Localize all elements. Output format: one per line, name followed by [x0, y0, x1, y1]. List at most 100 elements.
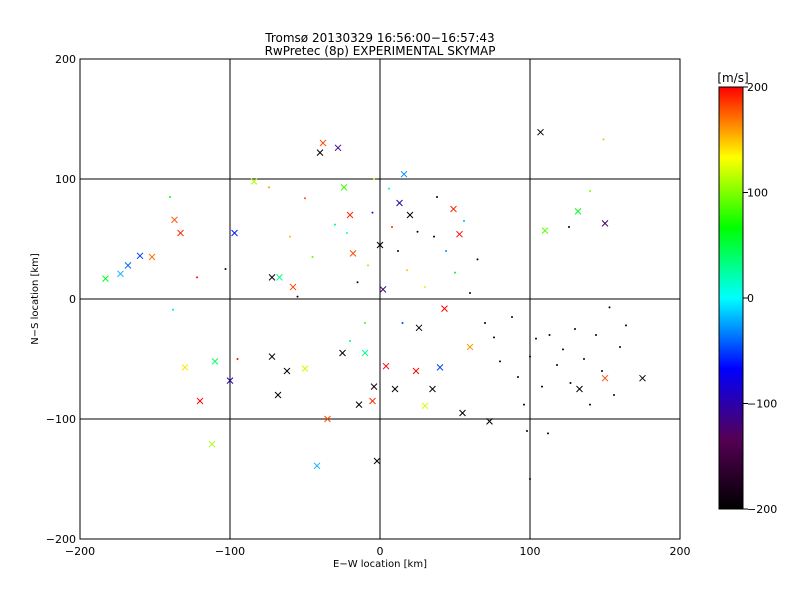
cross-stroke [250, 178, 258, 185]
cross-stroke [289, 283, 297, 291]
cross-stroke [406, 211, 414, 219]
cross-stroke [177, 229, 184, 237]
data-point-cross [226, 377, 234, 384]
data-point-dot [296, 295, 299, 298]
data-point-cross [334, 144, 342, 152]
data-point-dot [526, 430, 528, 432]
data-point-dot [595, 334, 597, 336]
data-point-cross [379, 286, 387, 293]
data-point-dot [388, 187, 390, 190]
cross-stroke [324, 415, 331, 423]
data-point-dot [196, 276, 198, 279]
cross-stroke [349, 250, 357, 257]
x-tick-label: −100 [215, 545, 245, 558]
data-point-dot [548, 334, 551, 336]
data-point-dot [371, 211, 374, 214]
data-point-cross [459, 409, 466, 417]
data-point-dot [236, 358, 239, 360]
data-point-cross [349, 250, 357, 257]
y-tick-label: 0 [69, 293, 76, 306]
cross-stroke [316, 149, 324, 156]
cross-stroke [421, 402, 429, 410]
data-point-cross [429, 385, 436, 393]
data-point-cross [601, 220, 609, 227]
colorbar-tick-label: 100 [747, 187, 768, 200]
cross-stroke [396, 199, 403, 207]
data-point-dot [541, 385, 543, 388]
data-point-dot [601, 370, 603, 372]
data-point-cross [396, 199, 403, 207]
data-point-cross [355, 401, 363, 408]
data-point-cross [313, 462, 321, 470]
cross-stroke [231, 229, 238, 237]
scatter-marks [102, 128, 646, 480]
cross-stroke [346, 211, 354, 219]
cross-stroke [319, 139, 327, 147]
data-point-cross [181, 364, 189, 371]
y-tick-label: −100 [46, 413, 76, 426]
data-point-dot [569, 382, 572, 384]
data-point-cross [124, 262, 132, 269]
colorbar-tick-label: −200 [747, 503, 777, 516]
x-tick-label: 100 [520, 545, 541, 558]
data-point-dot [619, 346, 621, 348]
colorbar-tick-label: 200 [747, 81, 768, 94]
cross-stroke [450, 205, 457, 213]
cross-stroke [208, 440, 216, 448]
data-point-dot [406, 269, 408, 272]
colorbar: [m/s] 200 100 0 −100 −200 [717, 71, 777, 516]
data-point-cross [289, 283, 297, 291]
cross-stroke [181, 364, 189, 371]
data-point-dot [589, 190, 591, 192]
data-point-dot [391, 226, 393, 228]
data-point-cross [361, 349, 369, 357]
data-point-cross [274, 391, 282, 399]
cross-stroke [601, 374, 609, 382]
grid-lines [80, 59, 680, 539]
cross-stroke [136, 252, 144, 260]
data-point-cross [231, 229, 238, 237]
data-point-dot [484, 322, 486, 324]
data-point-cross [283, 367, 291, 375]
data-point-dot [511, 316, 513, 318]
cross-stroke [283, 367, 291, 375]
cross-stroke [148, 253, 156, 261]
data-point-dot [469, 292, 471, 294]
plot-area: −200 −100 0 100 200 −200 −100 0 100 200 [46, 53, 691, 558]
cross-stroke [211, 358, 219, 365]
cross-stroke [376, 241, 384, 249]
data-point-dot [568, 226, 570, 228]
data-point-cross [117, 270, 124, 278]
cross-stroke [441, 305, 448, 312]
y-axis-label: N−S location [km] [30, 253, 41, 345]
cross-stroke [334, 144, 342, 152]
data-point-cross [376, 241, 384, 249]
plot-frame [79, 58, 681, 540]
data-point-cross [319, 139, 327, 147]
cross-stroke [124, 262, 132, 269]
cross-stroke [537, 128, 544, 136]
data-point-dot [529, 355, 531, 358]
cross-stroke [268, 353, 276, 360]
data-point-cross [382, 362, 390, 370]
data-point-cross [541, 227, 549, 234]
data-point-cross [486, 418, 493, 425]
data-point-cross [456, 230, 463, 238]
cross-stroke [355, 401, 363, 408]
cross-stroke [339, 349, 346, 357]
data-point-dot [172, 308, 174, 311]
data-point-cross [537, 128, 544, 136]
data-point-dot [304, 197, 306, 200]
x-tick-label: −200 [65, 545, 95, 558]
data-point-cross [250, 178, 258, 185]
data-point-cross [369, 397, 376, 405]
cross-stroke [268, 274, 276, 281]
data-point-cross [346, 211, 354, 219]
data-point-cross [177, 229, 184, 237]
cross-stroke [541, 227, 549, 234]
data-point-cross [208, 440, 216, 448]
data-point-cross [601, 374, 609, 382]
data-point-dot [583, 358, 585, 360]
data-point-dot [499, 360, 501, 363]
data-point-dot [476, 258, 479, 261]
